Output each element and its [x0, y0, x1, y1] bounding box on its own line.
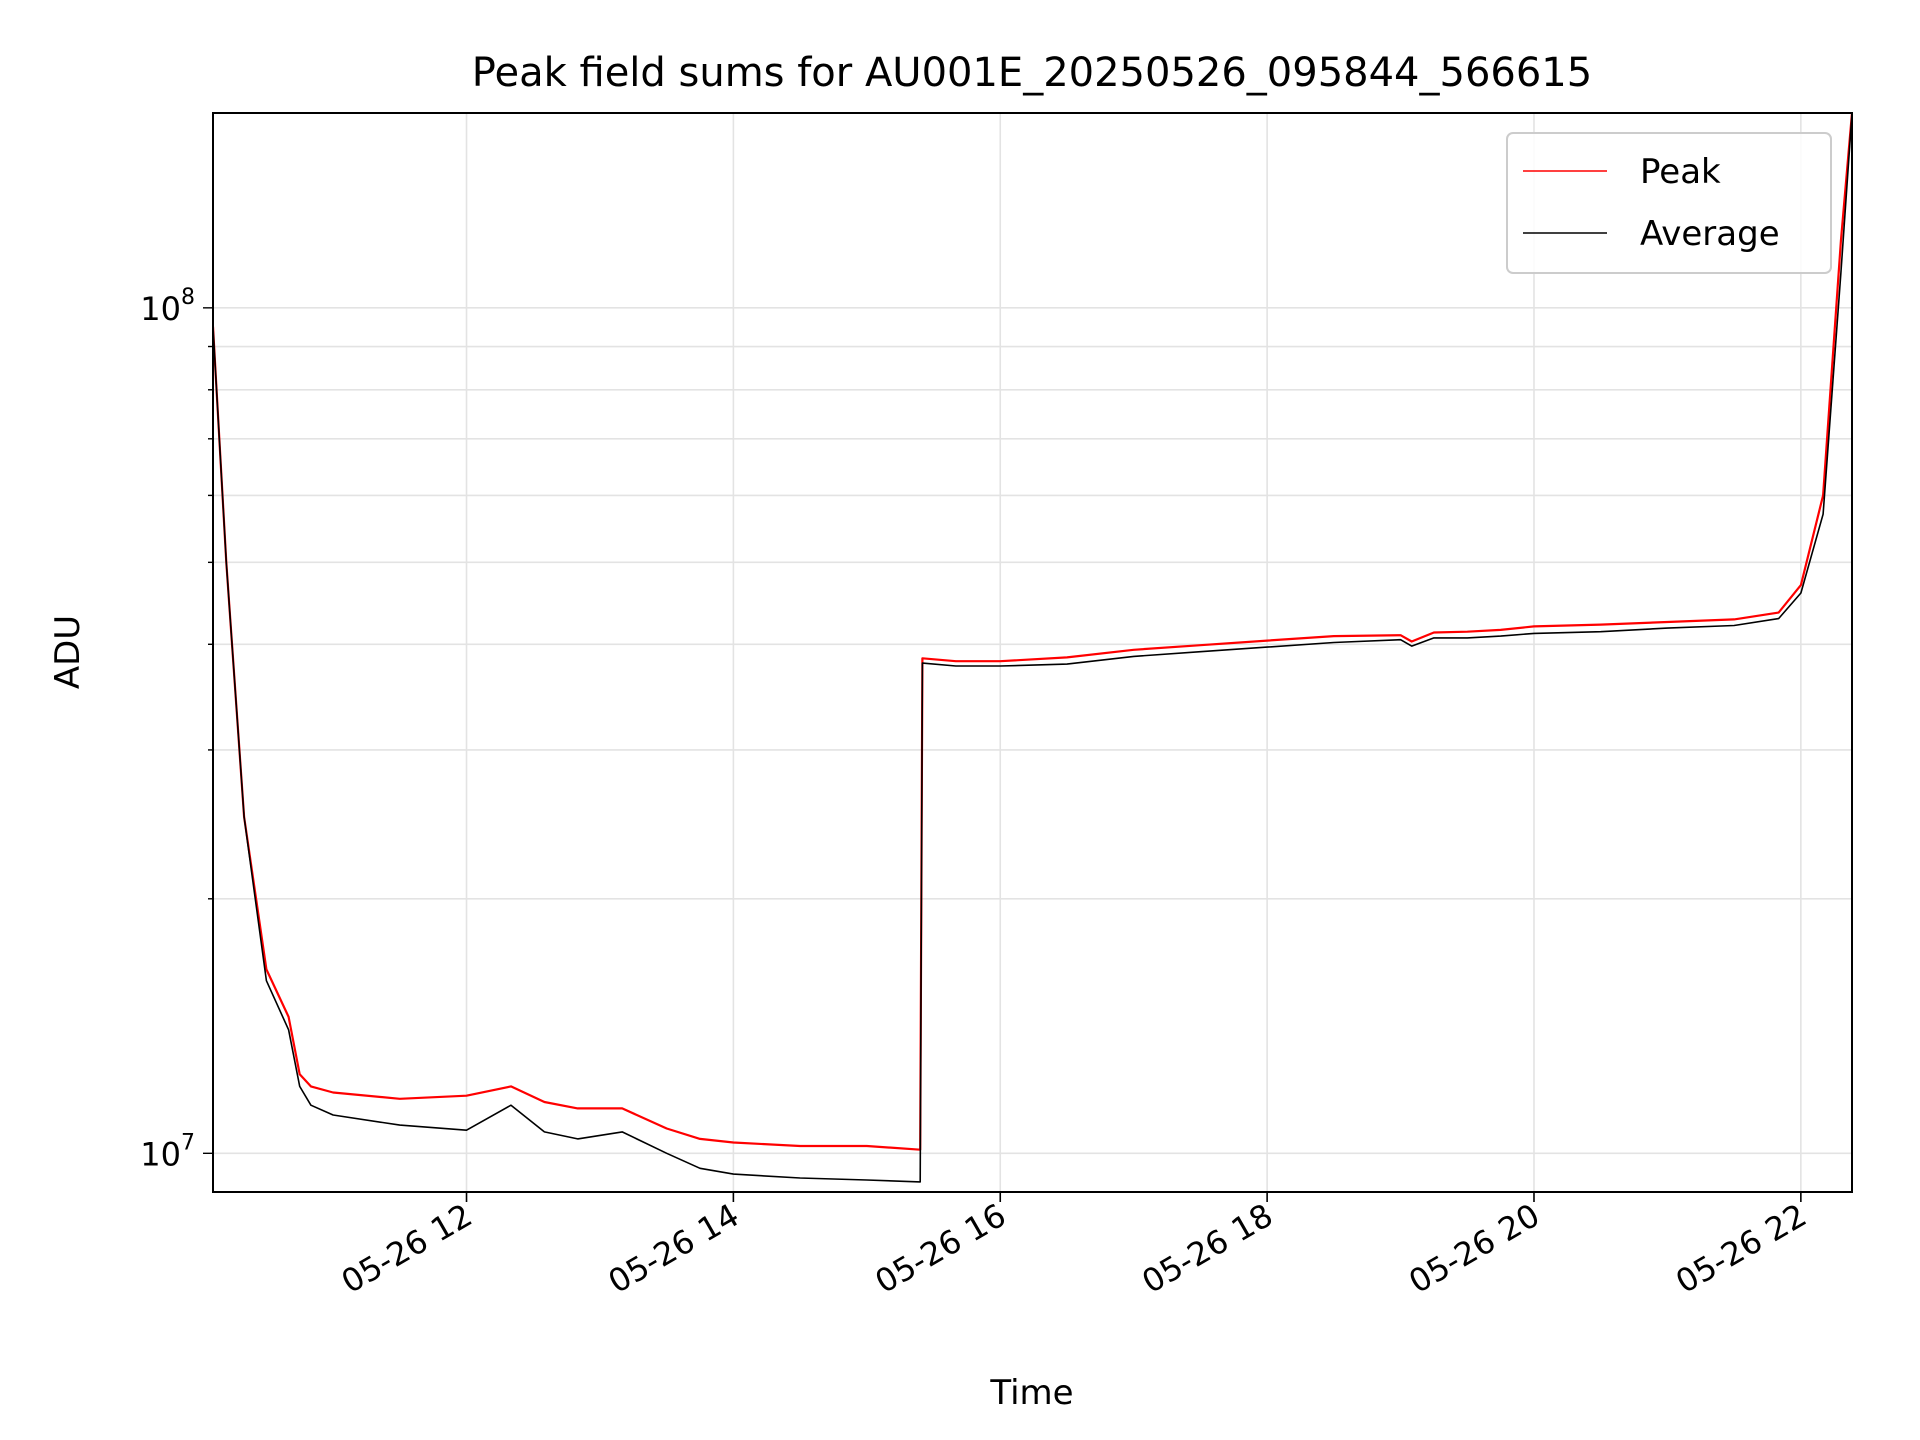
legend-box — [1506, 132, 1832, 274]
legend-label-average: Average — [1640, 214, 1780, 254]
grid — [213, 113, 1852, 1192]
chart-title: Peak field sums for AU001E_20250526_0958… — [472, 50, 1592, 96]
x-axis-label: Time — [989, 1373, 1073, 1413]
legend: Peak Average — [1506, 132, 1832, 274]
plot-frame — [212, 112, 1853, 1193]
series-line-average — [213, 113, 1852, 1183]
legend-label-peak: Peak — [1640, 152, 1721, 192]
y-axis: 107 108 — [140, 285, 213, 1173]
y-axis-label: ADU — [48, 615, 88, 689]
series-layer — [213, 113, 1852, 1183]
series-line-peak — [213, 113, 1852, 1151]
y-tick-label: 108 — [140, 285, 195, 328]
y-tick-label: 107 — [140, 1130, 195, 1173]
